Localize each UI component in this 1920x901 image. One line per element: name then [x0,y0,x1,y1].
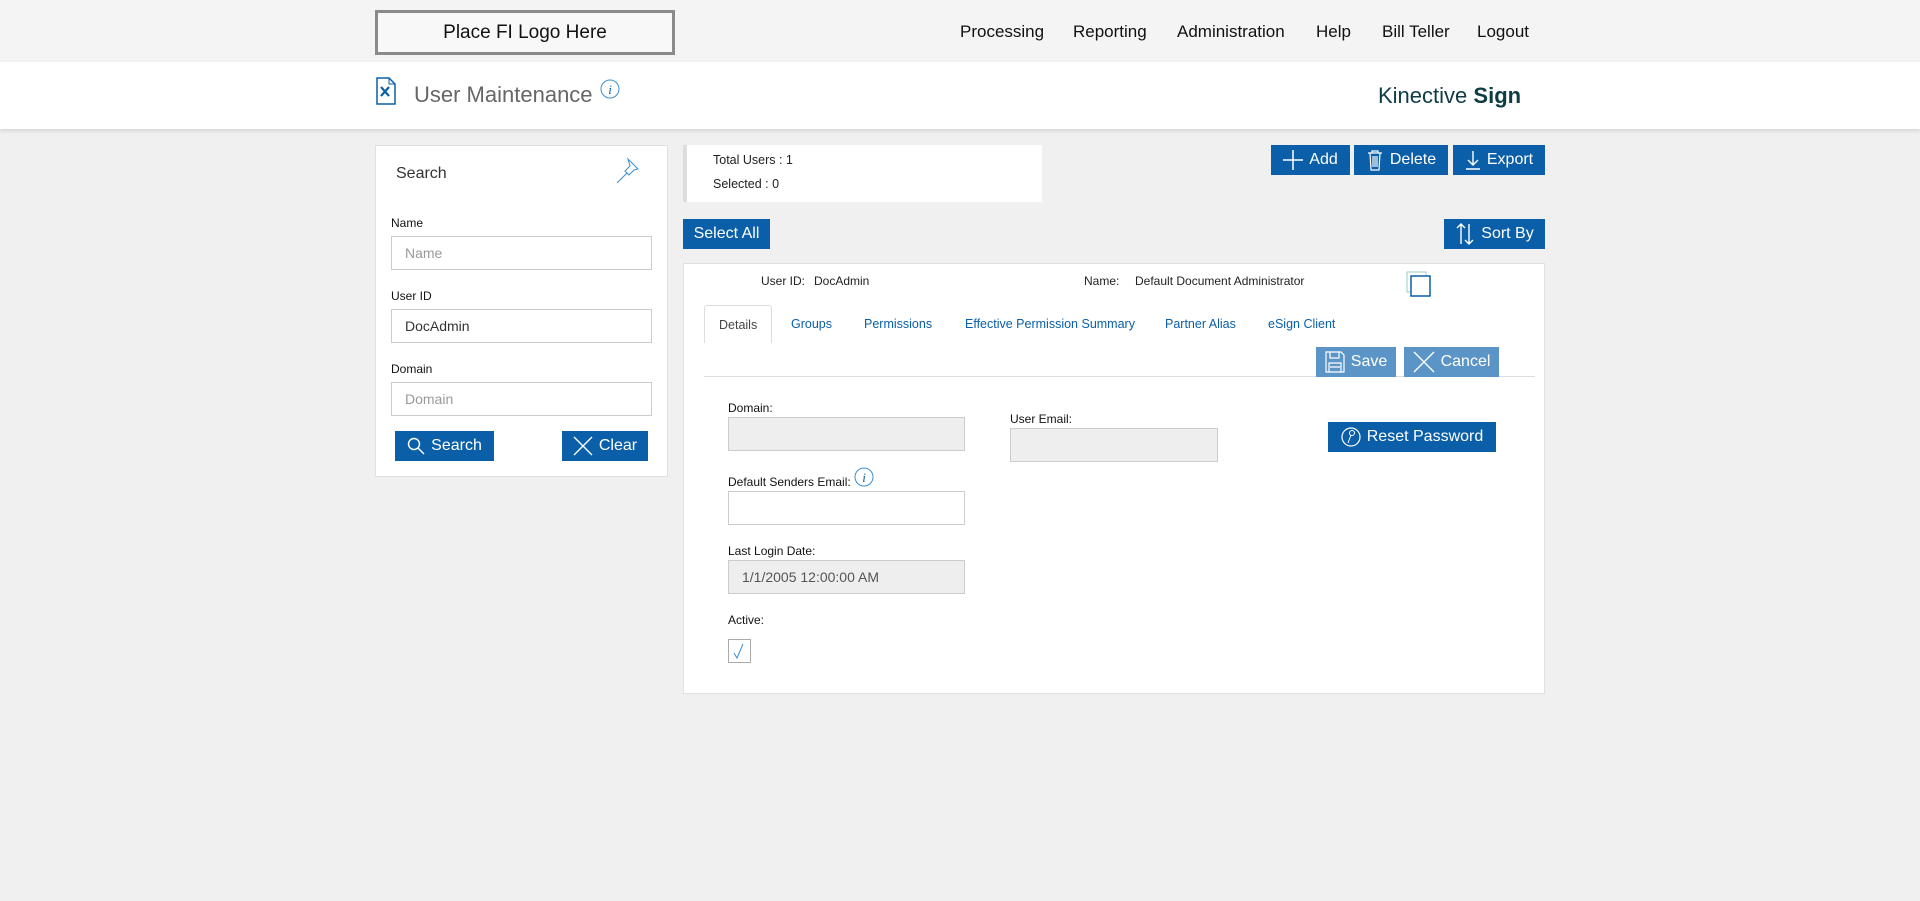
brand-logo: Kinective Sign [1378,83,1522,108]
tab-effective-permission-summary[interactable]: Effective Permission Summary [965,317,1135,331]
add-label: Add [1309,151,1338,168]
page-header [0,62,1920,129]
domain-label: Domain [391,362,433,376]
tab-partner-alias[interactable]: Partner Alias [1165,317,1236,331]
nav-reporting[interactable]: Reporting [1073,22,1147,41]
trash-icon [1366,149,1384,171]
add-button[interactable]: Add [1271,145,1350,175]
selected-count: Selected : 0 [713,177,780,191]
nav-logout[interactable]: Logout [1477,22,1529,41]
floppy-disk-icon [1325,351,1345,373]
name-input[interactable]: Name [391,236,652,270]
checkmark-icon [729,640,750,662]
reset-password-label: Reset Password [1366,428,1484,445]
nav-user[interactable]: Bill Teller [1382,22,1450,41]
info-icon[interactable]: i [600,79,620,99]
userid-field-label: User ID: [761,274,806,288]
nav-help[interactable]: Help [1316,22,1351,41]
search-button-label: Search [431,437,482,454]
select-all-button[interactable]: Select All [683,219,770,249]
last-login-label: Last Login Date: [728,544,816,558]
clear-button[interactable]: Clear [562,431,648,461]
pin-icon[interactable] [614,155,642,183]
name-value: Default Document Administrator [1135,274,1305,288]
name-label: Name [391,216,424,230]
tab-esign-client[interactable]: eSign Client [1268,317,1336,331]
sort-by-button[interactable]: Sort By [1444,219,1545,249]
cancel-label: Cancel [1440,353,1491,370]
user-email-label: User Email: [1010,412,1073,426]
active-checkbox[interactable] [728,639,751,663]
fi-logo-placeholder: Place FI Logo Here [375,10,675,55]
userid-value: DocAdmin [814,274,870,288]
sort-by-label: Sort By [1481,225,1534,242]
stats-box: Total Users : 1 Selected : 0 [683,145,1042,202]
export-label: Export [1486,151,1534,168]
domain-input[interactable]: Domain [391,382,652,416]
clear-button-label: Clear [598,437,638,454]
plus-icon [1283,150,1304,170]
search-panel: Search Name Name User ID DocAdmin Domain… [375,145,668,477]
delete-button[interactable]: Delete [1354,145,1448,175]
nav-administration[interactable]: Administration [1177,22,1285,41]
close-icon [1413,351,1435,373]
senders-email-label: Default Senders Email: [728,475,851,489]
userid-label: User ID [391,289,432,303]
sort-icon [1455,222,1475,246]
top-bar: Place FI Logo Here Processing Reporting … [0,0,1920,62]
svg-text:i: i [862,470,866,485]
active-label: Active: [728,613,765,627]
tab-details[interactable]: Details [704,305,773,343]
tab-permissions[interactable]: Permissions [864,317,933,331]
download-icon [1465,150,1481,170]
user-email-field[interactable] [1010,428,1218,462]
name-field-label: Name: [1084,274,1120,288]
reset-password-button[interactable]: Reset Password [1328,422,1496,452]
tools-document-icon [376,77,396,105]
close-icon [573,436,593,456]
page-title: User Maintenance [414,82,593,107]
domain-field-label: Domain: [728,401,773,415]
tab-divider [704,376,1535,377]
tab-groups[interactable]: Groups [791,317,832,331]
userid-input[interactable]: DocAdmin [391,309,652,343]
nav-processing[interactable]: Processing [960,22,1045,41]
delete-label: Delete [1389,151,1437,168]
export-button[interactable]: Export [1453,145,1545,175]
domain-field[interactable] [728,417,965,451]
save-label: Save [1350,353,1388,370]
total-users: Total Users : 1 [713,153,793,167]
cancel-button[interactable]: Cancel [1404,347,1499,377]
svg-text:i: i [608,82,612,97]
save-button[interactable]: Save [1316,347,1396,377]
last-login-field[interactable]: 1/1/2005 12:00:00 AM [728,560,965,594]
search-button[interactable]: Search [395,431,494,461]
select-user-checkbox[interactable] [1406,271,1432,297]
search-title: Search [396,165,447,182]
user-card: User ID: DocAdmin Name: Default Document… [683,263,1545,694]
senders-email-field[interactable] [728,491,965,525]
search-icon [407,437,425,455]
info-icon[interactable]: i [854,467,874,487]
key-icon [1341,426,1361,448]
